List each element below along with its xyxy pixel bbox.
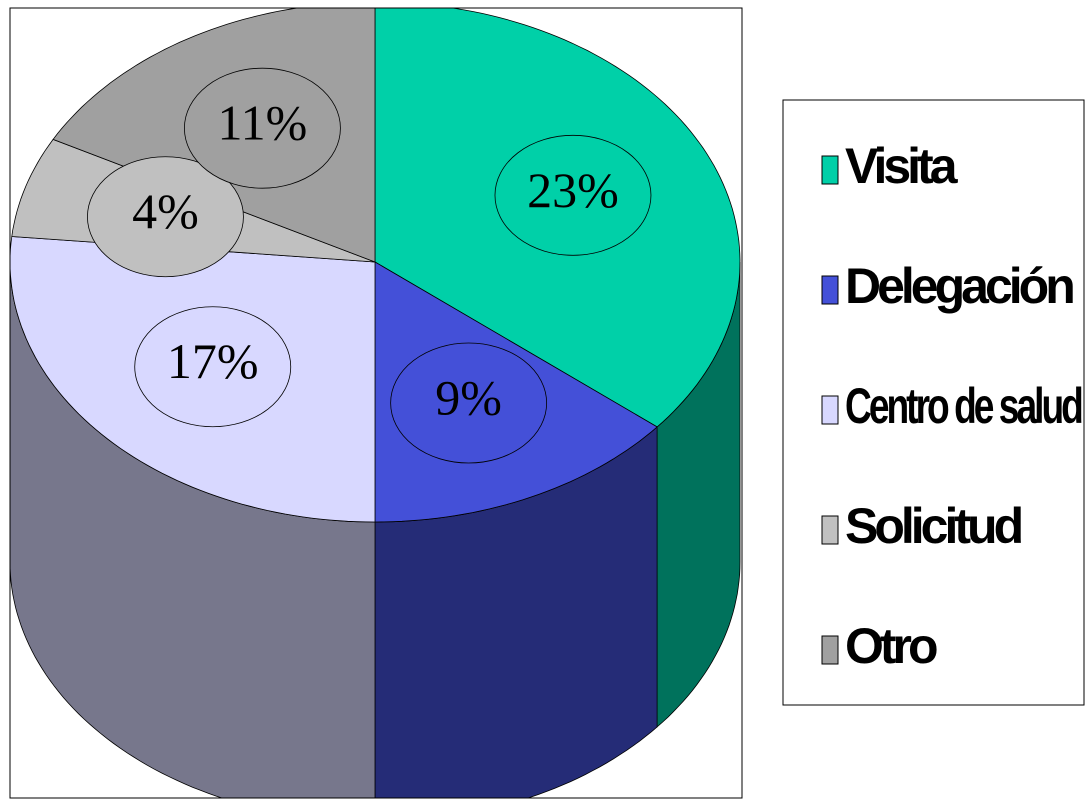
- legend-swatch: [821, 635, 839, 665]
- plot-frame: [9, 7, 743, 799]
- data-label: 23%: [527, 162, 619, 218]
- label-bubble: [390, 342, 548, 464]
- label-bubble: [134, 306, 292, 428]
- legend-items: Visita Delegación Centro de salud Solicitud…: [821, 138, 1084, 674]
- data-label: 17%: [167, 333, 259, 389]
- legend-swatch: [821, 155, 839, 185]
- legend-label: Solicitud: [845, 498, 1022, 554]
- data-label: 11%: [218, 95, 308, 151]
- legend-label: Visita: [845, 138, 959, 194]
- data-label: 4%: [132, 183, 199, 239]
- legend-label: Centro de salud: [845, 379, 1081, 435]
- pie: 23% 9% 17% 4% 11%: [10, 8, 741, 798]
- legend-label: Delegación: [845, 258, 1073, 314]
- legend-label: Otro: [845, 618, 937, 674]
- label-bubble: [494, 134, 652, 256]
- legend-swatch: [821, 275, 839, 305]
- data-label: 9%: [435, 369, 502, 425]
- legend-swatch: [821, 515, 839, 545]
- label-bubble: [184, 67, 341, 189]
- label-bubble: [87, 156, 244, 278]
- legend-swatch: [821, 395, 839, 425]
